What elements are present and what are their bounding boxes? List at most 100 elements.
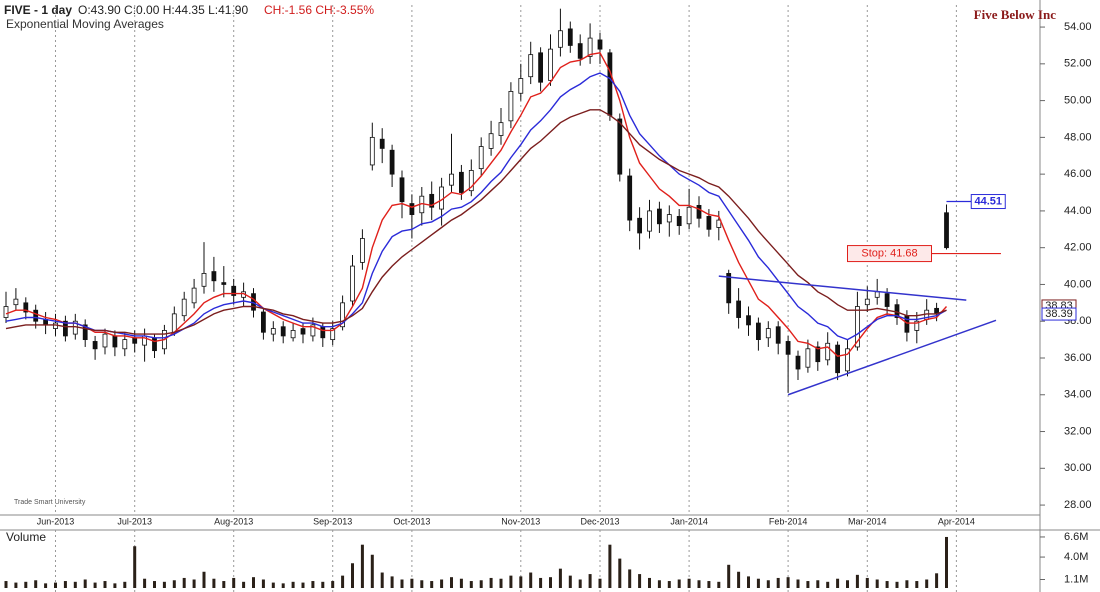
volume-bar: [539, 577, 543, 588]
volume-bar: [301, 582, 305, 588]
candle-body: [884, 293, 890, 307]
volume-bar: [182, 577, 186, 588]
y-tick-label: 54.00: [1064, 21, 1092, 33]
volume-bar: [242, 581, 246, 588]
volume-bar: [935, 573, 939, 588]
candle-body: [488, 133, 494, 149]
volume-bar: [786, 577, 790, 588]
ohlc-text: O:43.90 C:0.00 H:44.35 L:41.90: [78, 3, 248, 17]
y-tick-label: 1.1M: [1064, 573, 1088, 585]
y-tick-label: 42.00: [1064, 242, 1092, 254]
candle-body: [706, 216, 712, 230]
volume-bar: [63, 581, 67, 588]
candle-body: [785, 341, 791, 355]
candle-body: [458, 171, 464, 193]
y-tick-label: 4.0M: [1064, 551, 1088, 563]
candle-body: [92, 341, 98, 350]
volume-bar: [865, 577, 869, 588]
y-tick-label: 6.6M: [1064, 531, 1088, 543]
volume-bar: [113, 583, 117, 588]
volume-bar: [24, 581, 28, 588]
volume-bar: [212, 578, 216, 588]
candle-body: [617, 118, 623, 175]
volume-bar: [945, 536, 948, 588]
volume-bar: [509, 575, 513, 588]
candle-body: [260, 311, 266, 333]
candle-body: [369, 136, 375, 166]
volume-bar: [291, 581, 295, 588]
volume-bar: [667, 581, 671, 588]
candle-body: [795, 355, 801, 370]
volume-bar: [677, 579, 681, 588]
candle-body: [726, 273, 732, 304]
volume-bar: [925, 579, 929, 588]
volume-bar: [420, 580, 424, 588]
price-tag-box: [1041, 307, 1077, 321]
volume-bar: [123, 581, 127, 588]
volume-bar: [826, 581, 830, 588]
volume-bar: [93, 582, 97, 588]
volume-bar: [648, 577, 651, 588]
volume-bar: [519, 576, 523, 588]
company-name: Five Below Inc: [974, 7, 1057, 22]
volume-bar: [430, 581, 434, 588]
candle-body: [320, 326, 326, 339]
candle-body: [666, 214, 672, 223]
y-tick-label: 44.00: [1064, 205, 1092, 217]
volume-bar: [440, 579, 444, 588]
x-tick-label: Dec-2013: [580, 516, 619, 526]
candle-body: [558, 30, 563, 48]
candle-body: [647, 210, 652, 232]
volume-bar: [618, 558, 622, 588]
volume-bar: [558, 568, 562, 588]
volume-bar: [450, 577, 453, 588]
candle-body: [13, 298, 19, 306]
candle-body: [290, 330, 296, 339]
candle-body: [607, 52, 613, 116]
candle-body: [310, 324, 316, 337]
ema-line: [5, 109, 947, 335]
volume-bar: [885, 581, 889, 588]
chart-title: FIVE - 1 day: [4, 3, 72, 17]
volume-bar: [271, 582, 275, 588]
candle-body: [33, 309, 39, 322]
candle-body: [330, 328, 336, 341]
price-tag: 44.51: [974, 195, 1002, 207]
candle-body: [587, 37, 593, 57]
candle-body: [736, 300, 741, 318]
volume-bar: [568, 575, 572, 588]
volume-bar: [895, 581, 899, 588]
volume-bar: [390, 576, 394, 588]
volume-bar: [469, 581, 473, 588]
price-tag-box: [970, 194, 1006, 210]
volume-bar: [202, 571, 206, 588]
candle-body: [409, 203, 415, 215]
watermark: Trade Smart University: [14, 499, 86, 506]
candle-body: [637, 217, 642, 234]
volume-bar: [83, 579, 87, 588]
candle-body: [944, 212, 949, 249]
y-tick-label: 34.00: [1064, 389, 1092, 401]
volume-bar: [331, 581, 335, 588]
candle-body: [825, 342, 831, 361]
price-tag: Stop: 41.68: [861, 247, 917, 259]
candle-body: [518, 78, 524, 94]
candle-body: [548, 48, 553, 81]
volume-bar: [360, 544, 364, 588]
volume-bar: [321, 581, 325, 588]
volume-bar: [410, 578, 414, 588]
volume-bar: [628, 569, 632, 588]
ema-line: [5, 72, 947, 341]
x-tick-label: Jul-2013: [117, 516, 152, 526]
volume-bar: [143, 578, 147, 588]
candle-body: [756, 322, 761, 341]
candle-body: [577, 43, 583, 59]
candle-body: [657, 208, 662, 225]
x-tick-label: Sep-2013: [313, 516, 352, 526]
volume-bar: [489, 577, 493, 588]
trend-line: [718, 275, 967, 301]
candle-body: [221, 282, 227, 285]
candle-body: [3, 306, 9, 318]
